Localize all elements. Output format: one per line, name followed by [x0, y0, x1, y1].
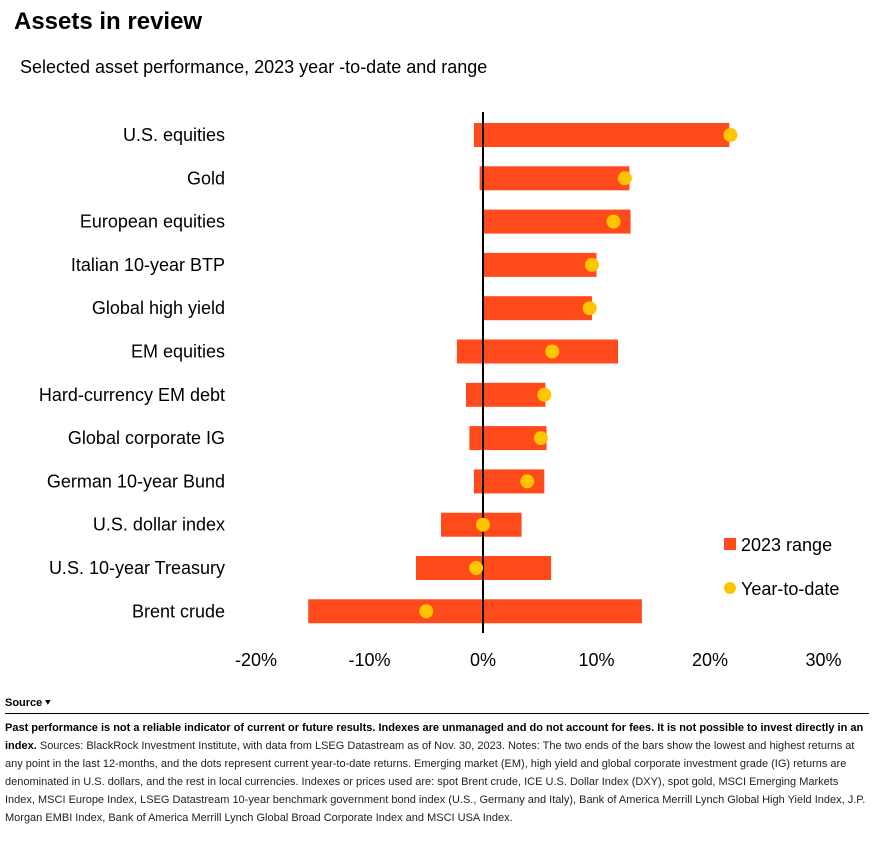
- range-bar: [473, 123, 730, 147]
- source-toggle[interactable]: Source ⯆: [5, 697, 52, 709]
- divider: [5, 713, 869, 714]
- legend-swatch-range: [724, 538, 736, 550]
- range-bar: [483, 209, 631, 234]
- chevron-down-icon: ⯆: [44, 698, 52, 708]
- category-label: Hard-currency EM debt: [39, 385, 225, 405]
- ytd-dot: [469, 561, 484, 575]
- ytd-dot: [723, 128, 738, 142]
- category-label: Italian 10-year BTP: [71, 255, 225, 275]
- category-label: Brent crude: [132, 601, 225, 621]
- ytd-dot: [533, 431, 548, 446]
- ytd-dot: [520, 474, 535, 489]
- category-label: U.S. 10-year Treasury: [49, 558, 225, 578]
- x-tick-label: 20%: [692, 650, 728, 670]
- category-label: Gold: [187, 168, 225, 188]
- category-labels: U.S. equities Gold European equities Italia…: [39, 125, 225, 621]
- ytd-dot: [419, 604, 434, 619]
- category-label: U.S. dollar index: [93, 515, 225, 535]
- category-label: EM equities: [131, 342, 225, 362]
- x-tick-label: 30%: [805, 650, 841, 670]
- category-label: Global high yield: [92, 298, 225, 318]
- range-bar: [479, 166, 630, 191]
- category-label: U.S. equities: [123, 125, 225, 145]
- source-notes-text: Sources: BlackRock Investment Institute,…: [5, 740, 866, 824]
- legend: 2023 range Year-to-date: [724, 535, 839, 599]
- category-label: Global corporate IG: [68, 428, 225, 448]
- category-label: European equities: [80, 212, 225, 232]
- ytd-dot: [606, 214, 621, 229]
- ytd-dots: [419, 128, 738, 619]
- range-bars: [308, 123, 730, 624]
- x-tick-label: 10%: [578, 650, 614, 670]
- chart-subtitle: Selected asset performance, 2023 year -t…: [20, 57, 488, 77]
- chart-title: Assets in review: [14, 8, 203, 35]
- category-label: German 10-year Bund: [47, 471, 225, 491]
- legend-swatch-ytd: [724, 582, 736, 594]
- x-tick-label: 0%: [470, 650, 496, 670]
- range-bar: [465, 382, 546, 407]
- x-tick-label: -20%: [235, 650, 277, 670]
- ytd-dot: [476, 517, 490, 532]
- ytd-dot: [584, 257, 599, 272]
- ytd-dot: [545, 344, 560, 359]
- legend-label-ytd: Year-to-date: [741, 579, 839, 599]
- source-label: Source: [5, 697, 43, 709]
- range-bar: [308, 599, 642, 624]
- legend-label-range: 2023 range: [741, 535, 832, 555]
- x-tick-label: -10%: [348, 650, 390, 670]
- ytd-dot: [617, 171, 632, 186]
- range-chart: U.S. equities Gold European equities Italia…: [39, 112, 842, 670]
- range-bar: [456, 339, 619, 364]
- footnotes: Past performance is not a reliable indic…: [5, 719, 867, 827]
- ytd-dot: [582, 301, 597, 316]
- range-bar: [483, 252, 597, 277]
- range-bar: [483, 296, 592, 321]
- disclaimer-text: Past performance is not a reliable indic…: [5, 722, 864, 752]
- x-tick-labels: -20% -10% 0% 10% 20% 30%: [235, 650, 842, 670]
- ytd-dot: [537, 387, 552, 402]
